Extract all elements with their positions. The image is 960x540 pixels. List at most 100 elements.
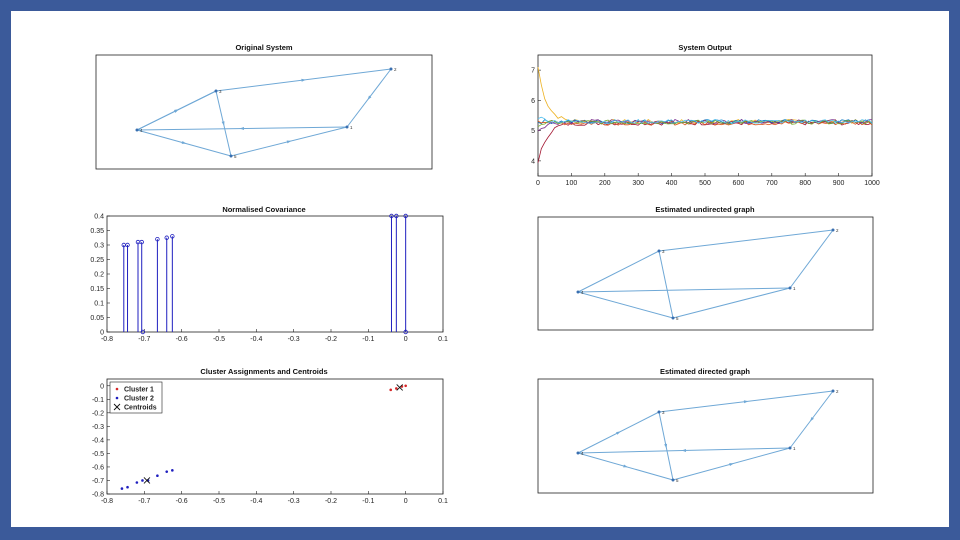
stem-marker: [394, 213, 399, 219]
edge-arrow: [181, 141, 187, 144]
node-label: 2: [836, 389, 839, 394]
legend-label: Cluster 2: [124, 396, 154, 403]
scatter-point: [400, 385, 404, 388]
graph-node: [671, 478, 675, 482]
normalised-covariance-chart: -0.8 -0.7 -0.6 -0.5 -0.4 -0.3 -0.2 -0.1 0 0.1 0 0.0…: [90, 213, 448, 344]
graph-edge: [577, 452, 674, 481]
graph-edge: [658, 250, 674, 319]
graph-node: [788, 286, 792, 290]
node-label: 2: [836, 228, 839, 233]
x-tick-label: -0.3: [288, 498, 300, 505]
edge-arrow: [729, 463, 734, 466]
graph-edge: [136, 126, 348, 131]
y-tick-label: 0.1: [94, 301, 104, 308]
stem-marker: [155, 236, 160, 242]
stem-marker: [135, 239, 141, 245]
y-tick-label: -0.4: [92, 437, 104, 444]
edge-arrow: [239, 126, 245, 130]
node-label: 4: [581, 451, 584, 456]
edge-arrow: [174, 109, 179, 113]
graph-edge: [230, 126, 348, 157]
node-label: 5: [234, 154, 237, 159]
output-series-line: [537, 116, 873, 125]
scatter-point: [395, 387, 398, 390]
scatter-point: [396, 384, 404, 391]
x-tick-label: -0.7: [138, 498, 150, 505]
legend-marker: [113, 403, 121, 411]
x-tick-label: 0: [404, 498, 408, 505]
y-tick-label: 5: [531, 128, 535, 135]
x-tick-label: -0.2: [325, 498, 337, 505]
x-tick-label: 400: [666, 180, 678, 187]
graph-edge: [215, 68, 392, 92]
legend-marker: [113, 403, 121, 411]
node-label: 1: [350, 125, 353, 130]
scatter-point: [156, 474, 159, 478]
node-label: 1: [793, 446, 796, 451]
graph-node: [657, 410, 661, 414]
graph-node: [389, 67, 393, 71]
y-tick-label: -0.2: [92, 410, 104, 417]
graph-node: [576, 451, 580, 455]
x-tick-label: -0.5: [213, 498, 225, 505]
y-tick-label: -0.7: [92, 478, 104, 485]
output-series-line: [537, 67, 873, 125]
output-series-line: [537, 119, 873, 126]
graph-node: [671, 316, 675, 320]
node-label: 5: [676, 478, 679, 483]
x-tick-label: 500: [699, 180, 711, 187]
graph-edge: [136, 90, 217, 131]
y-tick-label: 7: [531, 68, 535, 75]
scatter-point: [165, 470, 169, 473]
graph-edge: [215, 90, 232, 157]
stem-marker: [139, 239, 144, 245]
stem-marker: [170, 234, 175, 239]
scatter-point: [126, 485, 129, 489]
graph-edge: [789, 390, 834, 449]
x-tick-label: 600: [733, 180, 745, 187]
scatter-point: [143, 477, 151, 484]
stem-marker: [121, 242, 126, 248]
output-axes: [537, 54, 873, 177]
legend-label: Centroids: [124, 405, 157, 412]
graph-axes: [95, 54, 433, 170]
x-tick-label: 0.1: [438, 498, 448, 505]
node-label: 3: [219, 89, 222, 94]
x-tick-label: 0.1: [438, 336, 448, 343]
output-series-line: [537, 119, 873, 125]
node-label: 3: [662, 249, 665, 254]
x-tick-label: 1000: [864, 180, 880, 187]
graph-edge: [577, 287, 791, 293]
node-label: 3: [662, 410, 665, 415]
graph-node: [576, 290, 580, 294]
graph-node: [788, 446, 792, 450]
graph-node: [214, 89, 218, 93]
x-tick-label: 900: [833, 180, 845, 187]
graph-node: [345, 125, 349, 129]
x-tick-label: -0.3: [288, 336, 300, 343]
edge-arrow: [623, 464, 628, 468]
scatter-point: [389, 388, 393, 392]
x-tick-label: -0.4: [250, 498, 262, 505]
stem-marker: [403, 329, 408, 335]
scatter-point: [396, 384, 404, 391]
scatter-point: [404, 384, 407, 388]
graph-edge: [577, 250, 660, 293]
scatter-point: [171, 469, 174, 472]
x-tick-label: 800: [799, 180, 811, 187]
y-tick-label: 0.35: [90, 228, 104, 235]
graph-axes: [537, 378, 874, 494]
graph-edge: [658, 390, 834, 413]
scatter-point: [141, 479, 144, 482]
estimated-directed-graph: 1 2 3 4 5: [537, 378, 874, 494]
scatter-point: [143, 477, 151, 484]
y-tick-label: 6: [531, 98, 535, 105]
x-tick-label: -0.6: [176, 498, 188, 505]
node-label: 4: [581, 290, 584, 295]
cluster-axes: [106, 378, 444, 495]
y-tick-label: -0.8: [92, 492, 104, 499]
scatter-point: [135, 481, 139, 484]
x-tick-label: 300: [632, 180, 644, 187]
y-tick-label: -0.6: [92, 464, 104, 471]
